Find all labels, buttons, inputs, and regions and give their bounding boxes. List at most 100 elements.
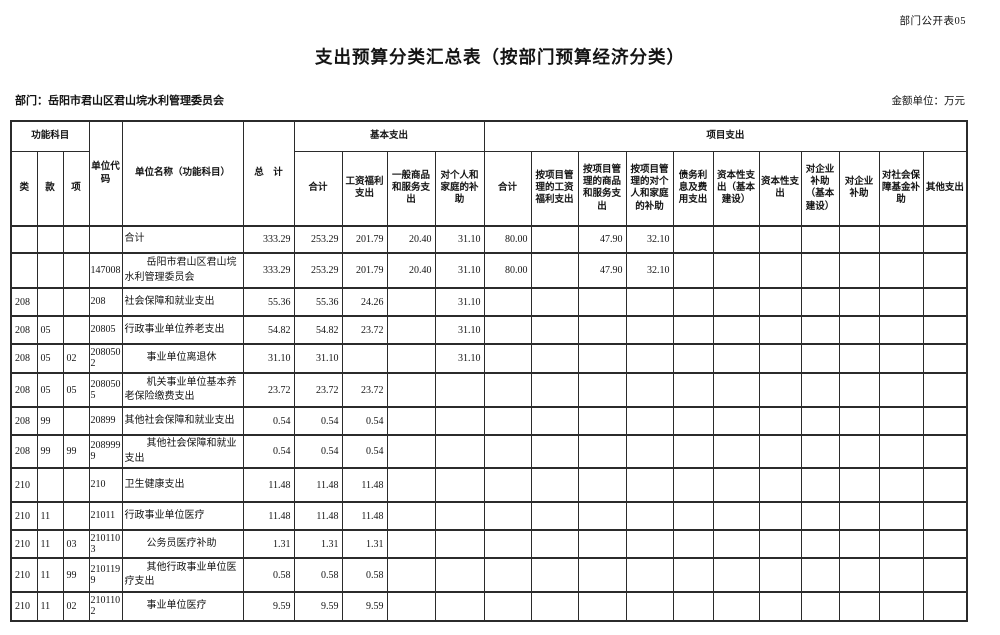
cell-project-enterprise-construction	[800, 529, 840, 559]
cell-project-goods	[577, 343, 627, 374]
cell-project-wage	[530, 467, 579, 503]
cell-func-item: 02	[62, 343, 90, 374]
cell-project-wage	[530, 252, 579, 289]
cell-project-wage	[530, 434, 579, 469]
cell-func-section: 11	[36, 591, 64, 622]
table-row: 147008 岳阳市君山区君山垸水利管理委员会 333.29 253.29 201.79…	[10, 252, 968, 289]
cell-project-wage	[530, 343, 579, 374]
cell-project-debt	[672, 557, 714, 593]
cell-project-capital	[758, 529, 802, 559]
cell-basic-total: 253.29	[293, 225, 343, 254]
cell-project-capital	[758, 501, 802, 531]
table-row: 210 11 02 2101102 事业单位医疗 9.59 9.59 9.59	[10, 591, 968, 622]
cell-basic-wage: 23.72	[341, 372, 388, 408]
cell-func-class: 208	[10, 372, 38, 408]
cell-grand-total: 11.48	[242, 501, 295, 531]
cell-project-enterprise	[838, 225, 880, 254]
cell-grand-total: 333.29	[242, 225, 295, 254]
cell-project-goods	[577, 406, 627, 436]
cell-unit-name: 岳阳市君山区君山垸水利管理委员会	[121, 252, 244, 289]
cell-basic-total: 1.31	[293, 529, 343, 559]
cell-project-enterprise-construction	[800, 315, 840, 345]
header-project-family: 按项目管理的对个人和家庭的补助	[625, 150, 674, 227]
cell-project-goods	[577, 372, 627, 408]
cell-project-capital	[758, 225, 802, 254]
header-project-total: 合计	[483, 150, 532, 227]
cell-project-capital	[758, 372, 802, 408]
cell-unit-code: 2089999	[88, 434, 123, 469]
cell-unit-name: 其他社会保障和就业支出	[121, 406, 244, 436]
cell-basic-family	[434, 557, 485, 593]
cell-basic-total: 0.54	[293, 406, 343, 436]
cell-basic-wage: 201.79	[341, 252, 388, 289]
cell-project-capital-construction	[712, 434, 760, 469]
cell-project-social-security	[878, 406, 924, 436]
cell-basic-family: 31.10	[434, 287, 485, 317]
cell-unit-code: 2080502	[88, 343, 123, 374]
cell-func-class: 210	[10, 591, 38, 622]
cell-project-enterprise-construction	[800, 406, 840, 436]
table-row: 210 11 21011 行政事业单位医疗 11.48 11.48 11.48	[10, 501, 968, 531]
cell-unit-name: 公务员医疗补助	[121, 529, 244, 559]
cell-project-capital-construction	[712, 529, 760, 559]
cell-project-goods: 47.90	[577, 252, 627, 289]
cell-basic-goods	[386, 287, 436, 317]
cell-project-total	[483, 372, 532, 408]
cell-basic-total: 23.72	[293, 372, 343, 408]
cell-func-class: 208	[10, 434, 38, 469]
cell-func-section: 11	[36, 557, 64, 593]
cell-grand-total: 9.59	[242, 591, 295, 622]
cell-project-enterprise	[838, 343, 880, 374]
cell-project-family	[625, 406, 674, 436]
cell-project-debt	[672, 591, 714, 622]
cell-project-family	[625, 557, 674, 593]
cell-project-debt	[672, 252, 714, 289]
table-row: 208 05 02 2080502 事业单位离退休 31.10 31.10 31.10	[10, 343, 968, 374]
cell-basic-wage: 11.48	[341, 467, 388, 503]
header-unit-name: 单位名称（功能科目）	[121, 120, 244, 227]
cell-project-enterprise	[838, 557, 880, 593]
cell-project-capital-construction	[712, 252, 760, 289]
cell-project-enterprise	[838, 501, 880, 531]
cell-func-section: 11	[36, 529, 64, 559]
cell-project-capital-construction	[712, 343, 760, 374]
cell-unit-code: 2101102	[88, 591, 123, 622]
cell-project-goods	[577, 287, 627, 317]
cell-grand-total: 1.31	[242, 529, 295, 559]
header-project-social-security: 对社会保障基金补助	[878, 150, 924, 227]
cell-project-family	[625, 467, 674, 503]
cell-project-family	[625, 372, 674, 408]
cell-project-enterprise-construction	[800, 287, 840, 317]
cell-project-enterprise	[838, 252, 880, 289]
cell-func-item: 03	[62, 529, 90, 559]
table-row: 208 208 社会保障和就业支出 55.36 55.36 24.26 31.10	[10, 287, 968, 317]
cell-project-enterprise-construction	[800, 343, 840, 374]
cell-project-other	[922, 287, 968, 317]
cell-project-total: 80.00	[483, 225, 532, 254]
cell-basic-family	[434, 372, 485, 408]
cell-project-other	[922, 252, 968, 289]
cell-func-item	[62, 501, 90, 531]
cell-project-social-security	[878, 252, 924, 289]
doc-code-label: 部门公开表05	[899, 16, 966, 27]
cell-project-social-security	[878, 501, 924, 531]
cell-project-other	[922, 591, 968, 622]
cell-project-debt	[672, 343, 714, 374]
cell-project-other	[922, 529, 968, 559]
header-func-item: 项	[62, 150, 90, 227]
cell-project-debt	[672, 315, 714, 345]
cell-grand-total: 0.54	[242, 434, 295, 469]
cell-basic-goods	[386, 406, 436, 436]
cell-project-other	[922, 315, 968, 345]
cell-project-capital	[758, 343, 802, 374]
cell-basic-goods	[386, 529, 436, 559]
cell-project-capital-construction	[712, 591, 760, 622]
cell-unit-name: 事业单位医疗	[121, 591, 244, 622]
cell-project-enterprise-construction	[800, 434, 840, 469]
department-label: 部门：岳阳市君山区君山垸水利管理委员会	[15, 95, 224, 107]
header-project-capital-construction: 资本性支出（基本建设）	[712, 150, 760, 227]
cell-func-section	[36, 225, 64, 254]
header-basic-goods: 一般商品和服务支出	[386, 150, 436, 227]
cell-grand-total: 54.82	[242, 315, 295, 345]
cell-project-debt	[672, 501, 714, 531]
